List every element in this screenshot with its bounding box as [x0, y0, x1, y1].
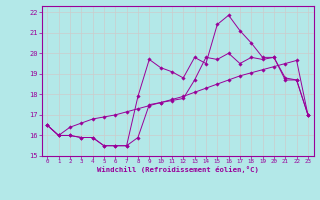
X-axis label: Windchill (Refroidissement éolien,°C): Windchill (Refroidissement éolien,°C)	[97, 166, 259, 173]
